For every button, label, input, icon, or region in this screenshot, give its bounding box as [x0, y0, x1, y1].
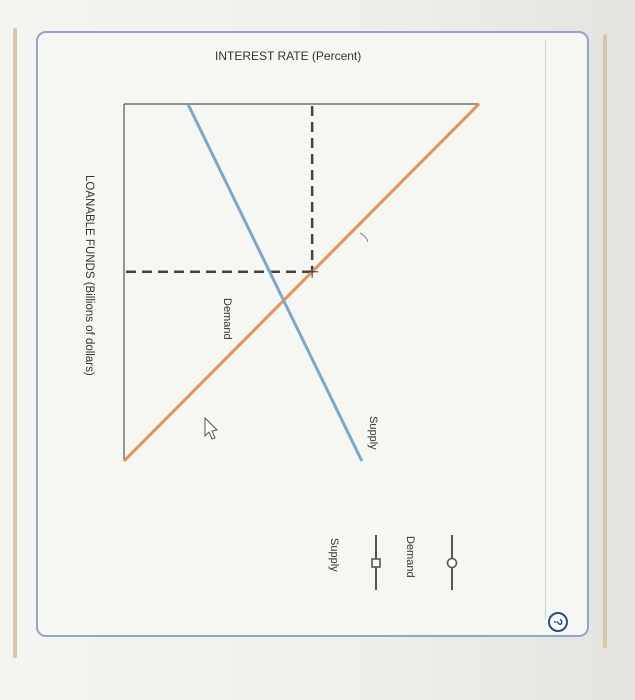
- supply-curve[interactable]: [186, 103, 364, 462]
- legend-demand-label: Demand: [404, 536, 416, 578]
- circle-marker-icon: [446, 557, 458, 569]
- square-marker-icon: [371, 558, 381, 568]
- question-mark-icon: ?: [551, 618, 565, 626]
- left-page-rule: [13, 28, 17, 658]
- panel-divider: [545, 40, 546, 620]
- x-axis-title: LOANABLE FUNDS (Billions of dollars): [83, 175, 95, 376]
- legend-supply-tool[interactable]: Supply: [328, 535, 381, 590]
- pen-mark: [359, 232, 369, 243]
- legend-demand-tool[interactable]: Demand: [404, 535, 458, 590]
- help-button[interactable]: ?: [548, 612, 568, 632]
- right-page-rule: [603, 34, 607, 648]
- supply-curve-label: Supply: [367, 416, 379, 450]
- y-axis-title: INTEREST RATE (Percent): [215, 49, 361, 63]
- demand-curve-label: Demand: [221, 298, 233, 340]
- cursor-arrow-icon: [204, 416, 219, 440]
- legend-supply-label: Supply: [328, 538, 340, 572]
- demand-curve[interactable]: [122, 102, 481, 463]
- equilibrium-point[interactable]: [306, 265, 319, 278]
